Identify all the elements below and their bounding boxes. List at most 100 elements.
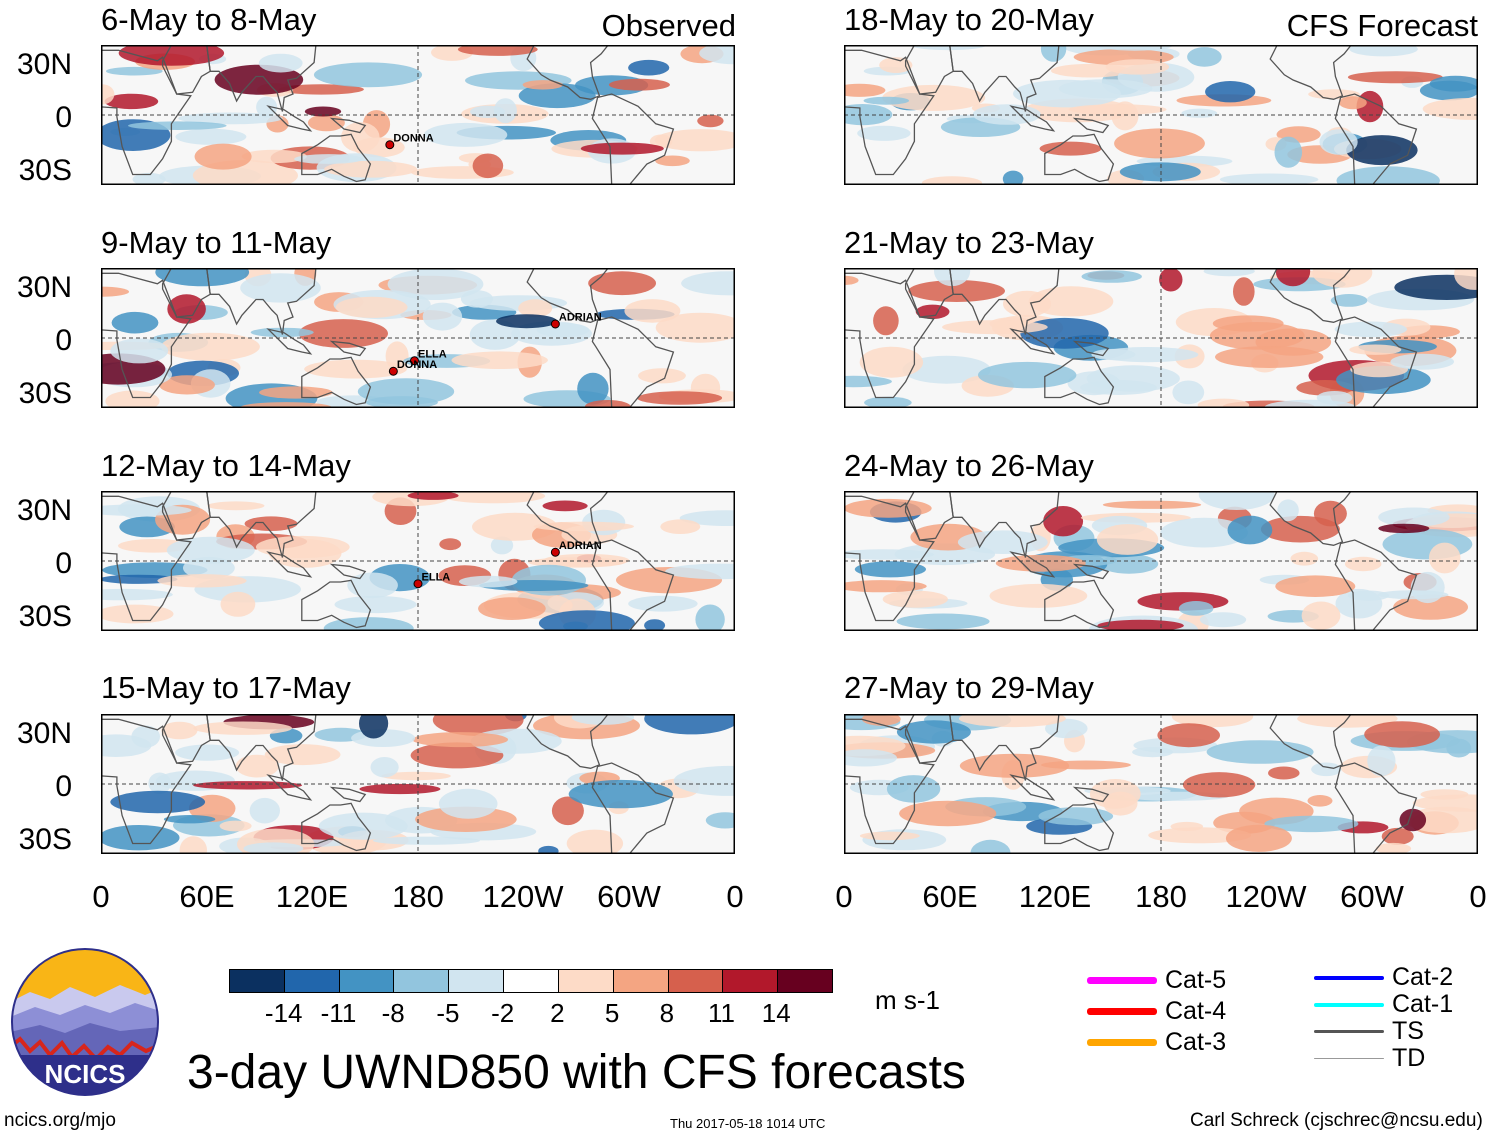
colorbar-cell [394,970,450,992]
wind-anomaly-shade [365,396,438,408]
wind-anomaly-shade [1347,71,1443,84]
wind-anomaly-shade [304,359,407,379]
wind-anomaly-shade [896,613,990,630]
coastline [1334,762,1418,854]
wind-anomaly-shade [423,122,508,147]
legend-label: TS [1392,1017,1424,1045]
wind-anomaly-shade [1178,601,1214,616]
coastline [1009,105,1056,132]
coastline [266,328,313,355]
wind-anomaly-shade [111,311,159,334]
wind-anomaly-shade [1041,760,1131,770]
coastline [904,268,954,318]
wind-anomaly-shade [259,386,333,399]
lon-label: 0 [92,879,110,914]
legend-item-ts: TS [1314,1017,1424,1046]
wind-anomaly-shade [859,831,920,841]
wind-anomaly-shade [637,391,723,405]
coastline [329,563,367,580]
lon-label: 120W [1225,879,1307,914]
coastline [329,786,367,803]
coastline [301,356,372,406]
coastline [1009,328,1056,355]
coastline [101,495,192,622]
wind-anomaly-shade [422,302,463,331]
wind-anomaly-shade [644,714,735,735]
lat-label: 0 [55,770,72,803]
storm-label: DONNA [393,132,433,144]
coastline [161,268,211,318]
colorbar-cell [613,970,669,992]
lon-label: 0 [1469,879,1487,914]
storm-track-marker [550,319,560,329]
wind-anomaly-shade [1102,500,1202,509]
wind-anomaly-shade [256,96,278,118]
footer-url[interactable]: ncics.org/mjo [4,1110,116,1131]
lon-label: 120E [275,879,349,914]
wind-anomaly-shade [1157,723,1220,748]
wind-anomaly-shade [844,749,897,767]
wind-anomaly-shade [347,572,398,599]
wind-anomaly-shade [240,273,321,303]
wind-anomaly-shade [118,45,225,66]
legend-label: Cat-3 [1165,1028,1227,1056]
wind-anomaly-shade [298,319,388,348]
wind-anomaly-shade [1081,270,1142,283]
legend-label: Cat-4 [1165,997,1227,1025]
lon-label: 0 [726,879,744,914]
wind-anomaly-shade [407,491,459,500]
wind-anomaly-shade [1080,380,1157,395]
storm-label: ADRIAN [559,312,602,324]
map-panel [844,491,1478,631]
wind-anomaly-shade [341,122,380,153]
wind-anomaly-shade [1038,807,1114,826]
wind-anomaly-shade [373,836,480,845]
coastline [1044,802,1115,852]
wind-anomaly-shade [110,790,206,814]
wind-anomaly-shade [522,80,563,90]
wind-anomaly-shade [105,390,160,408]
wind-anomaly-shade [278,84,364,95]
wind-anomaly-shade [1103,791,1138,816]
wind-anomaly-shade [957,530,1048,554]
colorbar-tick-label: -14 [264,998,303,1028]
coastline [101,49,192,176]
panel-title: 9-May to 11-May [101,225,332,260]
wind-anomaly-shade [370,757,399,778]
legend-label: Cat-2 [1392,963,1454,991]
wind-anomaly-shade [1339,96,1367,110]
lon-label: 0 [835,879,853,914]
wind-anomaly-shade [1428,542,1461,574]
wind-anomaly-shade [439,538,462,551]
coastline [266,774,313,801]
wind-anomaly-shade [566,829,624,854]
wind-anomaly-shade [978,361,1077,389]
wind-anomaly-shade [1148,827,1252,844]
coastline [1269,268,1353,323]
coastline [526,268,610,323]
wind-anomaly-shade [1412,794,1478,812]
wind-anomaly-shade [921,176,983,185]
colorbar-tick-label: -11 [320,998,357,1028]
coastline [1269,45,1353,100]
forecast-label: CFS Forecast [1286,8,1478,43]
wind-anomaly-shade [844,275,859,285]
wind-anomaly-shade [438,788,498,819]
wind-anomaly-shade [1336,166,1440,185]
colorbar-tick-label: -5 [436,998,460,1028]
wind-anomaly-shade [1187,47,1222,67]
wind-anomaly-shade [873,306,899,336]
wind-anomaly-shade [942,320,1048,335]
coastline [206,714,317,781]
wind-anomaly-shade [1313,500,1347,527]
wind-anomaly-shade [844,498,932,518]
wind-anomaly-shade [533,521,634,532]
wind-anomaly-shade [243,842,304,854]
wind-anomaly-shade [1275,575,1356,597]
wind-anomaly-shade [1172,380,1205,405]
wind-anomaly-shade [638,368,686,384]
wind-anomaly-shade [235,754,279,778]
coastline [844,718,935,845]
colorbar-tick-label: 2 [550,998,565,1028]
